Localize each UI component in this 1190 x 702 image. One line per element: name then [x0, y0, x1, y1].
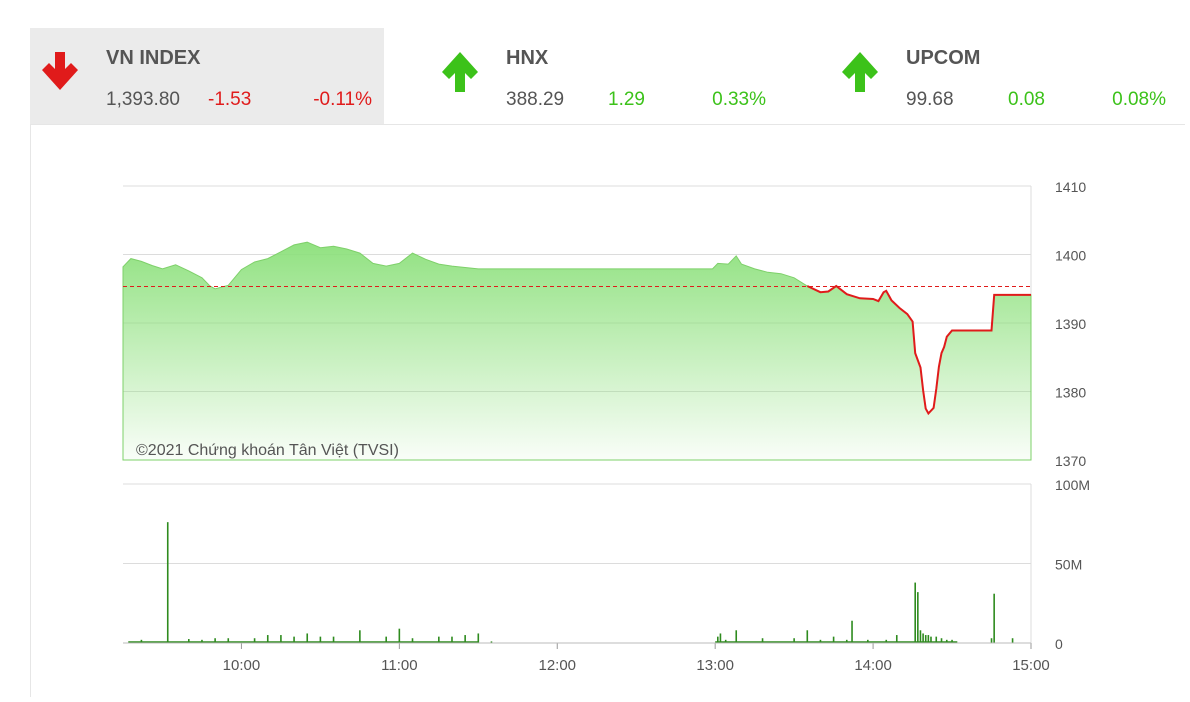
- volume-bar: [253, 638, 256, 643]
- volume-y-tick: 50M: [1055, 557, 1082, 573]
- price-y-ticks: 1410 1400 1390 1380 1370: [1055, 179, 1086, 469]
- volume-bar: [266, 635, 269, 643]
- volume-bar: [166, 522, 169, 643]
- volume-bar: [438, 636, 440, 643]
- volume-bar: [940, 638, 943, 643]
- index-tile-hnx[interactable]: HNX 388.29 1.29 0.33%: [430, 28, 784, 124]
- volume-bar: [411, 638, 414, 643]
- volume-bar: [293, 636, 295, 643]
- volume-y-tick: 100M: [1055, 477, 1090, 493]
- price-y-tick: 1390: [1055, 316, 1086, 332]
- volume-bar: [490, 641, 493, 643]
- volume-bar: [819, 639, 822, 643]
- volume-bar: [832, 636, 835, 643]
- volume-bar: [945, 639, 948, 643]
- volume-bar: [724, 639, 727, 643]
- volume-bar: [793, 638, 795, 643]
- volume-bar: [993, 593, 995, 643]
- time-tick-label: 15:00: [1012, 657, 1050, 674]
- price-y-tick: 1400: [1055, 248, 1086, 264]
- chart-panel: ©2021 Chứng khoán Tân Việt (TVSI) 1410 14…: [30, 124, 1185, 697]
- index-tile-vn-index[interactable]: VN INDEX 1,393.80 -1.53 -0.11%: [30, 28, 384, 124]
- time-tick-label: 12:00: [538, 657, 576, 674]
- volume-bar: [477, 633, 480, 643]
- arrow-down-icon: [42, 52, 78, 90]
- volume-bar: [201, 639, 203, 643]
- volume-bar: [927, 635, 930, 643]
- volume-bar: [951, 639, 953, 643]
- volume-bar: [717, 636, 719, 643]
- index-tile-upcom[interactable]: UPCOM 99.68 0.08 0.08%: [830, 28, 1184, 124]
- price-y-tick: 1380: [1055, 385, 1086, 401]
- volume-bar: [914, 582, 916, 643]
- volume-bar: [332, 636, 335, 643]
- volume-bar: [398, 628, 401, 643]
- volume-bar: [930, 636, 932, 643]
- index-name: VN INDEX: [106, 47, 201, 69]
- volume-bar: [761, 638, 764, 643]
- volume-bars: [128, 522, 1014, 643]
- index-change: -1.53: [208, 89, 252, 110]
- arrow-up-icon: [442, 52, 478, 92]
- volume-y-tick: 0: [1055, 636, 1063, 652]
- volume-bar: [451, 636, 453, 643]
- volume-bar: [806, 630, 809, 643]
- volume-y-ticks: 100M 50M 0: [1055, 477, 1090, 652]
- volume-bar: [917, 592, 919, 643]
- volume-bar: [464, 635, 466, 643]
- volume-bar: [935, 636, 938, 643]
- index-value: 1,393.80: [106, 89, 180, 110]
- index-value: 388.29: [506, 89, 565, 110]
- volume-bar: [990, 638, 993, 643]
- volume-bar: [385, 636, 387, 643]
- volume-bar: [227, 638, 230, 643]
- index-value: 99.68: [906, 89, 954, 110]
- price-area: [122, 241, 1032, 461]
- intraday-chart: ©2021 Chứng khoán Tân Việt (TVSI) 141014…: [122, 179, 1090, 674]
- volume-bar: [895, 635, 898, 643]
- index-percent-change: 0.08%: [1112, 89, 1166, 110]
- watermark: ©2021 Chứng khoán Tân Việt (TVSI): [136, 442, 399, 459]
- time-tick-label: 13:00: [696, 657, 734, 674]
- index-percent-change: -0.11%: [313, 89, 372, 110]
- index-change: 0.08: [1008, 89, 1045, 110]
- index-name: UPCOM: [906, 47, 981, 69]
- volume-bar: [187, 639, 190, 643]
- index-name: HNX: [506, 47, 549, 69]
- arrow-up-icon: [842, 52, 878, 92]
- volume-bar: [719, 633, 722, 643]
- time-tick-label: 14:00: [854, 657, 892, 674]
- index-percent-change: 0.33%: [712, 89, 766, 110]
- index-change: 1.29: [608, 89, 645, 110]
- price-line-below-reference: [806, 284, 1031, 416]
- volume-bar: [359, 630, 361, 643]
- volume-bar: [851, 620, 853, 643]
- volume-bar: [867, 639, 869, 643]
- volume-bar: [924, 635, 927, 643]
- time-axis-ticks: 10:00 11:00 12:00 13:00 14:00 15:00: [123, 642, 1050, 674]
- volume-bar: [735, 630, 738, 643]
- volume-bar: [1011, 638, 1014, 643]
- volume-bar: [922, 633, 924, 643]
- volume-bar: [919, 630, 922, 643]
- price-y-tick: 1410: [1055, 179, 1086, 195]
- volume-bar: [845, 639, 848, 643]
- volume-bar: [214, 638, 216, 643]
- volume-bar: [319, 636, 322, 643]
- volume-bar: [885, 639, 888, 643]
- volume-grid: [123, 483, 1032, 644]
- volume-bar: [306, 633, 309, 643]
- volume-bar: [140, 639, 143, 643]
- price-y-tick: 1370: [1055, 453, 1086, 469]
- time-tick-label: 11:00: [381, 657, 417, 674]
- volume-bar: [280, 635, 282, 643]
- time-tick-label: 10:00: [223, 657, 261, 674]
